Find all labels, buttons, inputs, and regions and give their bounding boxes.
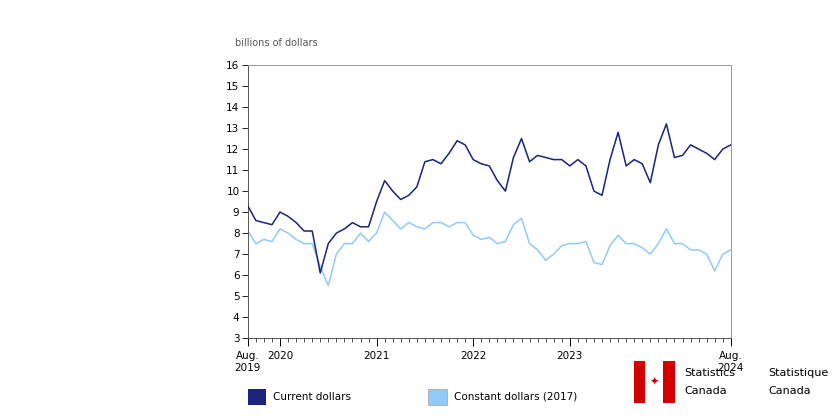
Text: ✦: ✦ (649, 377, 659, 387)
Text: billions of dollars: billions of dollars (235, 38, 318, 48)
Text: Statistics: Statistics (685, 368, 736, 378)
Text: Current dollars: Current dollars (273, 392, 351, 402)
Text: Constant dollars (2017): Constant dollars (2017) (454, 392, 577, 402)
Text: Statistique: Statistique (769, 368, 829, 378)
Text: Canada: Canada (769, 386, 811, 396)
Text: Canada: Canada (685, 386, 727, 396)
